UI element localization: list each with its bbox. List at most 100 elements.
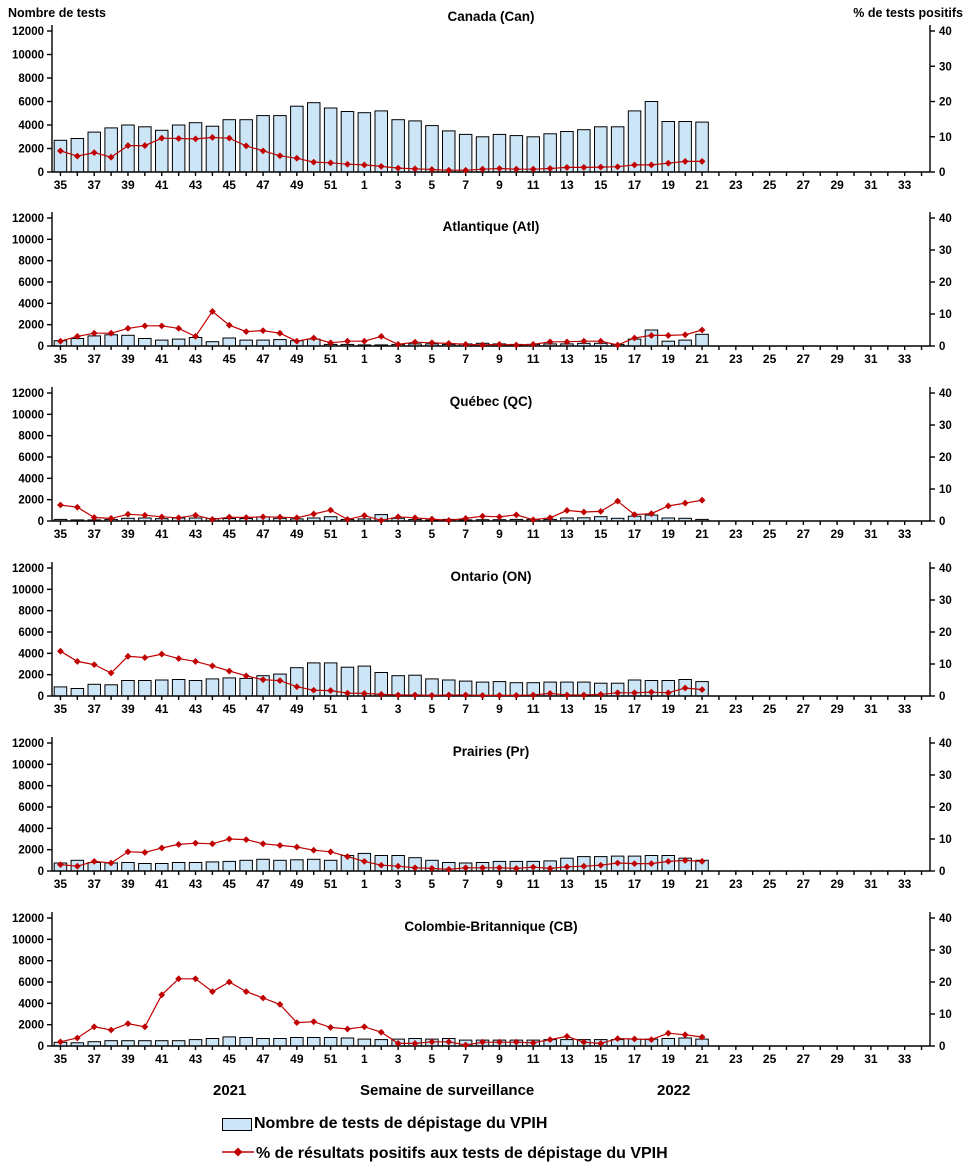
diamond-marker [90,1023,98,1031]
diamond-marker [327,687,334,694]
diamond-marker [293,683,301,691]
diamond-marker [327,339,334,347]
panel-title: Atlantique (Atl) [443,219,540,234]
right-tick-label: 0 [939,516,945,528]
diamond-marker [192,135,199,143]
chart-svg: Québec (QC) 0 2000 4000 6000 8000 10000 12000 0 1… [12,387,952,541]
left-tick-label: 12000 [12,913,44,925]
bar [171,1040,186,1047]
year-2022-label: 2022 [657,1082,691,1099]
week-label: 39 [121,702,135,716]
diamond-marker [107,1026,115,1034]
bar [678,339,692,347]
bar-swatch-icon [222,1117,252,1131]
diamond-marker [546,165,554,172]
week-label: 49 [290,702,304,716]
diamond-marker [445,340,453,347]
bar [458,133,473,173]
diamond-marker [175,975,183,983]
panel-colombie-britannique: Colombie-Britannique (CB) 0 2000 4000 6000 80… [0,897,967,1072]
left-tick-label: 4000 [18,648,44,660]
diamond-marker [681,857,689,864]
week-label: 13 [560,1052,574,1066]
left-tick-label: 12000 [12,738,44,750]
bar [391,119,405,173]
diamond-marker [360,161,368,169]
left-tick-label: 0 [38,516,44,528]
week-label: 17 [628,702,642,716]
diamond-marker [209,134,216,141]
right-tick-label: 0 [939,866,945,878]
diamond-marker [445,691,453,699]
left-tick-label: 0 [38,691,44,703]
week-label: 37 [88,178,102,192]
week-label: 49 [290,352,304,366]
week-label: 51 [324,877,338,891]
week-label: 5 [429,527,436,541]
week-label: 37 [88,352,102,366]
diamond-marker [664,332,672,339]
left-tick-label: 4000 [18,473,44,485]
diamond-marker [141,322,149,330]
bar [53,139,68,173]
bar [87,683,101,697]
diamond-marker [242,836,250,844]
chart-svg: Colombie-Britannique (CB) 0 2000 4000 6000 80… [12,912,952,1066]
bar [408,120,422,173]
diamond-marker [90,661,98,669]
week-label: 9 [496,178,503,192]
bar [121,680,135,697]
bar [121,1040,135,1047]
diamond-marker [377,162,385,170]
diamond-marker [242,988,250,995]
diamond-marker [57,647,64,655]
left-tick-label: 4000 [18,823,44,835]
diamond-marker [344,160,351,168]
week-label: 3 [395,1052,402,1066]
diamond-marker [175,135,183,142]
week-label: 11 [527,877,540,891]
week-label: 35 [54,527,68,541]
left-tick-label: 2000 [18,845,44,857]
week-label: 15 [594,352,608,366]
diamond-marker [209,662,216,670]
diamond-marker [563,691,571,699]
diamond-marker [479,691,486,699]
week-label: 45 [223,877,237,891]
week-label: 31 [864,702,878,716]
diamond-marker [445,166,453,174]
diamond-marker [394,513,402,521]
diamond-marker [377,516,385,524]
week-label: 23 [729,702,743,716]
diamond-marker [445,516,453,524]
bar [661,340,675,347]
diamond-marker [158,134,166,142]
diamond-marker [259,840,267,848]
diamond-marker [73,152,81,160]
diamond-marker [580,337,588,345]
left-tick-label: 6000 [18,452,44,464]
right-tick-label: 40 [939,213,952,225]
diamond-marker [698,858,706,865]
diamond-marker [698,496,706,504]
week-label: 25 [763,1052,777,1066]
week-label: 7 [462,178,469,192]
week-label: 15 [594,1052,608,1066]
diamond-marker [462,691,470,699]
panel-quebec: Québec (QC) 0 2000 4000 6000 8000 10000 12000 0 1… [0,372,967,547]
diamond-marker [107,515,115,522]
week-label: 37 [88,527,102,541]
week-label: 1 [361,702,368,716]
diamond-marker [242,328,250,335]
bar [222,677,236,697]
week-label: 33 [898,702,912,716]
diamond-marker [681,1031,689,1039]
diamond-marker [158,322,166,330]
week-label: 41 [155,877,169,891]
diamond-marker [259,327,267,335]
diamond-marker [614,341,622,349]
diamond-marker [377,333,385,340]
diamond-marker [276,677,284,685]
right-tick-label: 0 [939,691,945,703]
